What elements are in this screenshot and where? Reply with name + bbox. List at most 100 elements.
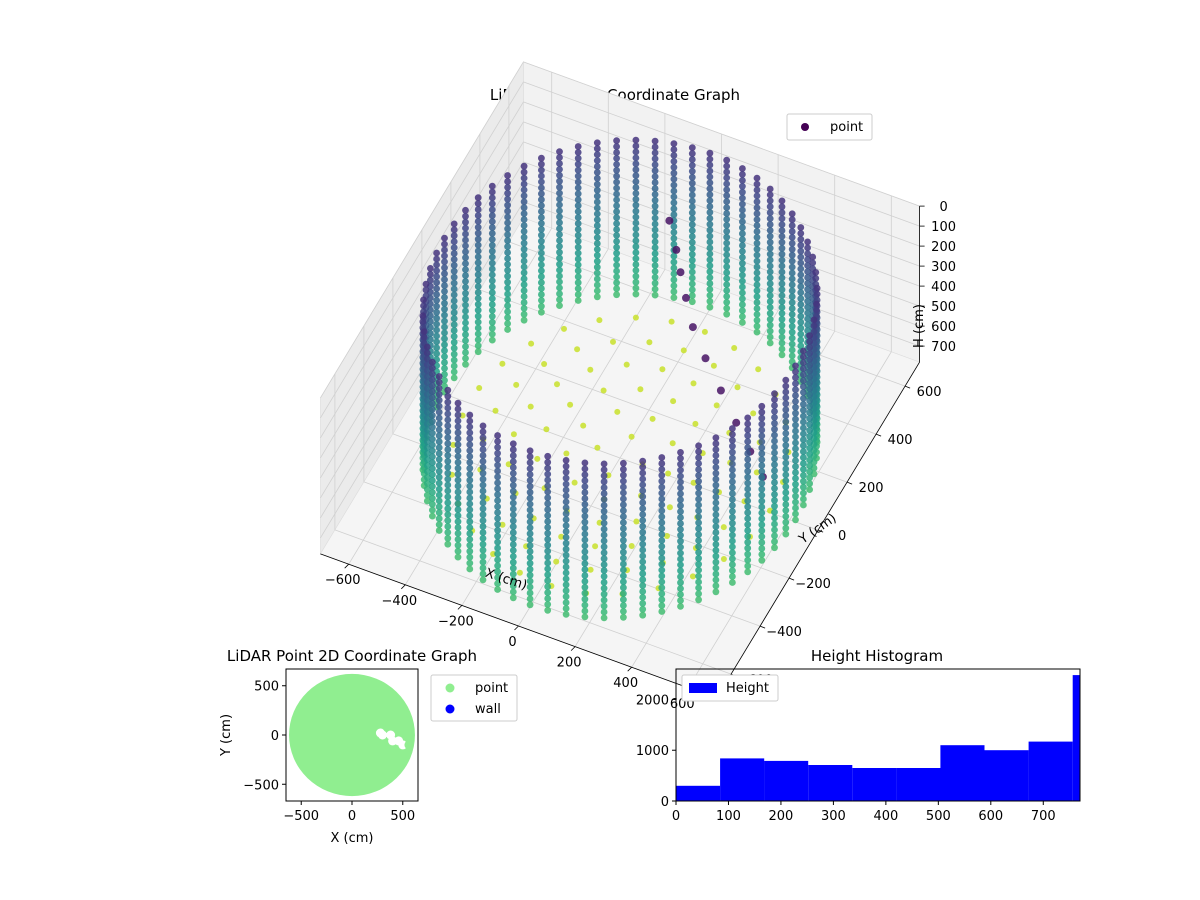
chart-3d-point xyxy=(620,560,627,568)
chart-3d-point xyxy=(639,481,647,489)
chart-3d-point xyxy=(739,254,746,261)
chart-3d-point xyxy=(593,157,601,165)
chart-3d-point xyxy=(562,486,570,494)
chart-3d-point xyxy=(632,136,640,144)
chart-3d-point xyxy=(712,475,720,483)
chart-3d-grid-z-back xyxy=(523,181,920,327)
chart-3d-point xyxy=(450,333,458,340)
chart-3d-point xyxy=(520,287,528,294)
chart-3d-y-tick xyxy=(875,433,882,437)
chart-3d-point xyxy=(423,497,431,505)
chart-3d-point xyxy=(504,225,511,233)
chart-3d-point xyxy=(712,558,720,566)
chart-3d-point xyxy=(454,541,462,549)
chart-3d-point xyxy=(788,240,796,247)
chart-3d-point xyxy=(581,483,589,490)
chart-3d-point xyxy=(429,441,436,449)
chart-3d-point xyxy=(732,418,741,427)
chart-3d-point xyxy=(688,185,696,193)
chart-3d-point xyxy=(441,311,448,319)
chart-3d-point xyxy=(720,524,727,531)
chart-3d-point xyxy=(593,222,601,230)
chart-3d-point xyxy=(676,268,685,277)
chart-3d-point xyxy=(567,401,574,408)
chart-3d-point xyxy=(494,526,501,534)
chart-3d-point xyxy=(788,305,796,312)
chart-3d-point xyxy=(593,275,601,283)
chart-3d-point xyxy=(504,195,511,203)
chart-3d-point xyxy=(706,268,714,276)
chart-3d-point xyxy=(800,430,807,438)
chart-3d-point xyxy=(556,148,563,156)
chart-3d-point xyxy=(809,253,817,261)
chart-3d-point xyxy=(797,289,805,296)
chart-3d-point xyxy=(758,426,766,434)
chart-3d-point xyxy=(520,305,528,312)
chart-3d-point xyxy=(450,256,458,263)
chart-histogram-frame xyxy=(675,668,1081,802)
chart-3d-point xyxy=(744,467,752,475)
chart-3d-point xyxy=(758,479,766,487)
chart-3d-point xyxy=(516,569,523,576)
chart-3d-point xyxy=(797,247,805,255)
chart-3d-point xyxy=(581,566,589,573)
chart-3d-point xyxy=(664,533,670,539)
chart-3d-point xyxy=(488,188,496,196)
chart-3d-point xyxy=(435,497,443,505)
chart-3d-point xyxy=(581,589,589,597)
chart-3d-point xyxy=(800,353,807,361)
chart-3d-point xyxy=(744,544,752,552)
chart-3d-point xyxy=(758,444,766,452)
chart-3d-point xyxy=(639,540,647,548)
chart-3d-point xyxy=(771,461,778,469)
chart-3d-point xyxy=(797,277,805,285)
chart-3d-point xyxy=(494,461,501,469)
chart-3d-point xyxy=(792,421,799,429)
chart-3d-point xyxy=(620,531,627,538)
chart-3d-point xyxy=(639,576,647,584)
chart-3d-point xyxy=(792,451,799,459)
chart-3d-point xyxy=(444,481,452,489)
chart-3d-point xyxy=(513,381,520,388)
chart-3d-point xyxy=(758,521,766,529)
chart-3d-point xyxy=(771,455,778,463)
chart-3d-point xyxy=(712,464,720,471)
chart-3d-point xyxy=(556,213,563,221)
chart-3d-point xyxy=(474,295,482,302)
chart-3d-point xyxy=(739,289,746,297)
chart-3d-point xyxy=(556,243,563,250)
chart-3d-point xyxy=(466,524,474,531)
chart-3d-point xyxy=(771,514,778,522)
chart-3d-point xyxy=(788,234,796,241)
chart-3d-point xyxy=(670,199,678,207)
chart-3d-point xyxy=(526,577,534,585)
chart-3d-point xyxy=(620,501,627,509)
chart-3d-point xyxy=(792,392,799,399)
chart-3d-point xyxy=(800,454,807,461)
chart-3d-point xyxy=(562,593,570,600)
chart-3d-point xyxy=(600,466,608,474)
chart-3d-point xyxy=(706,286,714,293)
chart-histogram-bar xyxy=(1072,675,1080,801)
chart-3d-point xyxy=(670,181,678,189)
chart-3d-point xyxy=(600,584,608,592)
chart-3d-point xyxy=(562,563,570,571)
chart-3d-point xyxy=(509,511,517,519)
chart-3d-point xyxy=(766,185,774,193)
chart-3d-point xyxy=(753,287,761,295)
chart-3d-point xyxy=(429,459,436,467)
chart-3d-point xyxy=(600,602,608,610)
chart-3d-point xyxy=(600,608,608,616)
chart-3d-point xyxy=(739,301,746,309)
chart-3d-z-tick-label: 100 xyxy=(931,220,956,235)
chart-3d-point xyxy=(739,194,746,202)
chart-3d-point xyxy=(658,466,666,473)
chart-3d-point xyxy=(435,420,443,428)
chart-3d-point xyxy=(753,263,761,271)
chart-3d-point xyxy=(632,190,640,197)
chart-3d-point xyxy=(729,484,736,492)
chart-3d-point xyxy=(544,535,552,543)
chart-3d-point xyxy=(429,388,436,396)
chart-3d-point xyxy=(580,422,587,429)
chart-3d-point xyxy=(753,257,761,265)
